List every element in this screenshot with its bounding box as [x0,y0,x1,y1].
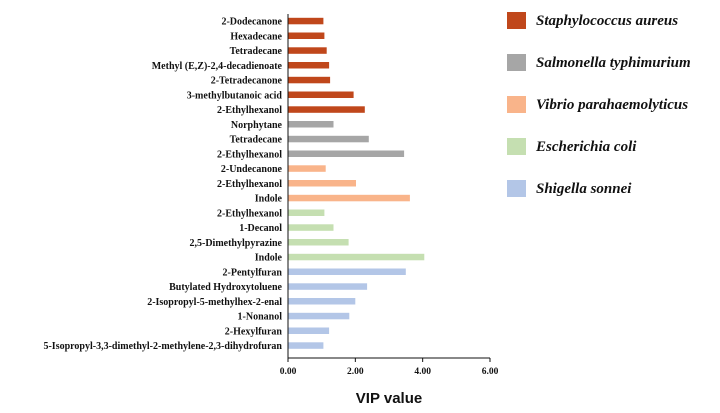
bar [288,180,356,187]
x-axis-ticks: 0.00 2.00 4.00 6.00 [280,358,499,377]
x-tick-label: 0.00 [280,367,297,377]
bar [288,47,327,54]
category-label: 2,5-Dimethylpyrazine [190,238,283,249]
category-label: Indole [255,253,283,264]
bar [288,165,326,172]
category-label: Indole [255,194,283,205]
bar [288,327,330,334]
category-label: 2-Isopropyl-5-methylhex-2-enal [147,297,282,308]
bar [288,150,405,157]
bar [288,17,324,25]
bar [288,253,425,261]
bar [288,76,331,84]
legend-swatch [507,138,526,155]
legend-label: Escherichia coli [535,139,637,155]
category-label: Norphytane [231,120,283,131]
legend-swatch [507,180,526,197]
category-label: 2-Undecanone [221,164,283,175]
legend-swatch [507,54,526,71]
bar [288,283,368,290]
bar [288,106,365,113]
x-tick-label: 4.00 [414,367,431,377]
legend: Staphylococcus aureus Salmonella typhimur… [507,12,691,197]
category-label: 2-Ethylhexanol [217,149,282,160]
category-label: Tetradecane [230,46,283,57]
legend-swatch [507,96,526,113]
bar [288,194,410,202]
bar [288,32,325,39]
legend-label: Salmonella typhimurium [536,55,691,71]
category-label: 2-Hexylfuran [225,326,283,337]
category-label: 2-Ethylhexanol [217,208,282,219]
legend-label: Shigella sonnei [536,181,632,197]
category-label: 2-Ethylhexanol [217,105,282,116]
bar [288,224,334,231]
category-label: 3-methylbutanoic acid [187,90,283,101]
x-tick-label: 6.00 [482,367,499,377]
bar [288,268,406,275]
bar [288,121,334,128]
bar [288,135,369,143]
x-axis-title: VIP value [356,390,422,407]
category-label: Methyl (E,Z)-2,4-decadienoate [152,61,283,72]
bar [288,239,349,246]
bar [288,91,354,98]
category-label: 5-Isopropyl-3,3-dimethyl-2-methylene-2,3… [43,341,282,352]
bar [288,312,350,320]
legend-label: Staphylococcus aureus [536,13,678,29]
category-label: 2-Dodecanone [221,17,282,28]
category-label: 2-Pentylfuran [223,267,283,278]
bar [288,62,330,69]
bar [288,298,356,305]
category-labels: 2-Dodecanone Hexadecane Tetradecane Methyl … [43,17,282,353]
category-label: 2-Tetradecanone [211,76,283,87]
category-label: 2-Ethylhexanol [217,179,282,190]
category-label: 1-Decanol [239,223,282,234]
bar-layer [288,17,425,349]
legend-swatch [507,12,526,29]
bar [288,342,324,349]
category-label: Butylated Hydroxytoluene [169,282,282,293]
category-label: Hexadecane [230,31,282,42]
category-label: Tetradecane [230,135,283,146]
legend-label: Vibrio parahaemolyticus [536,97,688,113]
bar [288,209,325,216]
category-label: 1-Nonanol [238,312,283,323]
x-tick-label: 2.00 [347,367,364,377]
